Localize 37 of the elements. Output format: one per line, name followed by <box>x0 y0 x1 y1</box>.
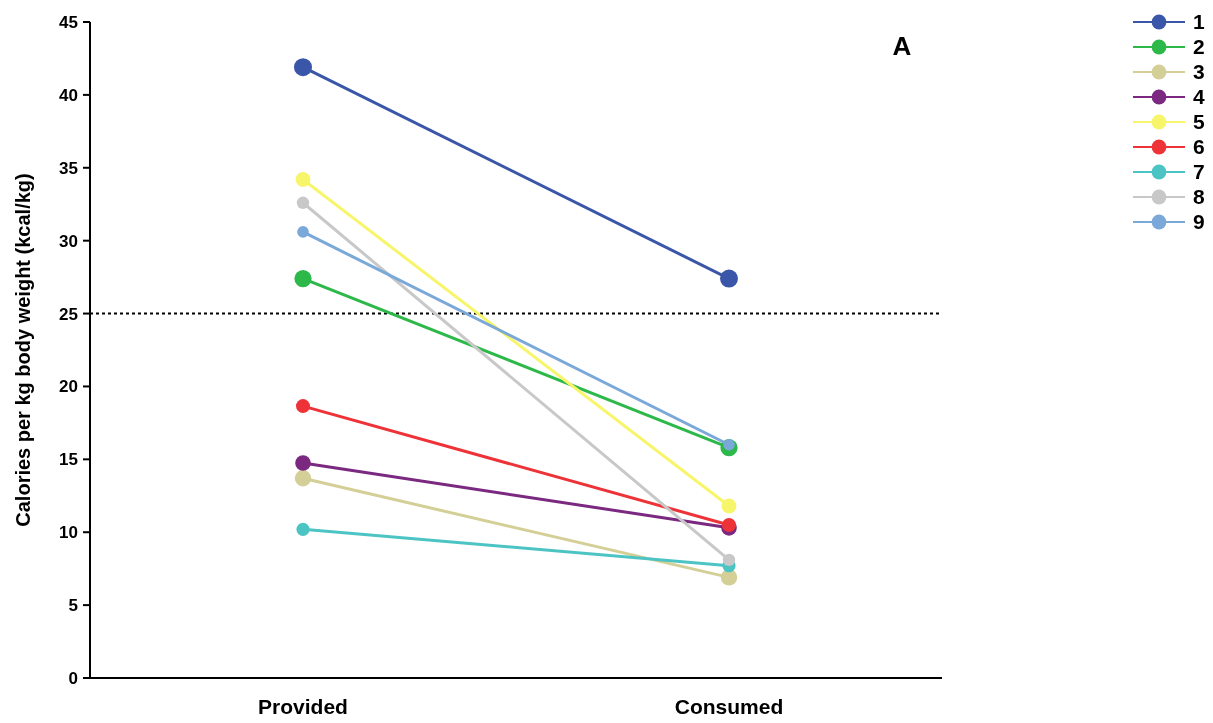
y-tick-label: 30 <box>59 231 78 251</box>
point <box>294 269 312 288</box>
legend-label: 3 <box>1193 60 1205 84</box>
legend-label: 7 <box>1193 160 1205 184</box>
x-tick-label: Provided <box>258 695 348 718</box>
legend-label: 4 <box>1193 85 1205 109</box>
point <box>721 498 737 514</box>
y-tick-label: 5 <box>68 596 78 616</box>
legend-label: 2 <box>1193 35 1205 59</box>
point <box>297 226 309 238</box>
y-tick-label: 10 <box>59 523 78 543</box>
legend-label: 5 <box>1193 110 1205 134</box>
point <box>296 522 310 536</box>
point <box>722 517 736 532</box>
y-tick-label: 40 <box>59 85 78 105</box>
legend-label: 9 <box>1193 210 1205 234</box>
annotation: A <box>892 31 912 61</box>
point <box>294 470 312 487</box>
y-tick-label: 15 <box>59 450 78 470</box>
point <box>294 58 312 77</box>
legend-label: 6 <box>1193 135 1205 159</box>
point <box>720 269 738 288</box>
y-tick-label: 25 <box>59 304 78 324</box>
point <box>296 399 310 414</box>
y-tick-label: 20 <box>59 377 78 397</box>
y-tick-label: 0 <box>68 668 78 688</box>
point <box>722 553 736 567</box>
legend-label: 8 <box>1193 185 1205 209</box>
y-tick-label: 35 <box>59 158 78 178</box>
x-tick-label: Consumed <box>674 695 784 718</box>
y-axis-title: Calories per kg body weight (kcal/kg) <box>12 173 34 527</box>
point <box>720 569 738 586</box>
legend-label: 1 <box>1193 10 1205 34</box>
point <box>295 172 311 187</box>
y-tick-label: 45 <box>59 12 78 32</box>
point <box>295 455 311 471</box>
point <box>296 196 310 209</box>
